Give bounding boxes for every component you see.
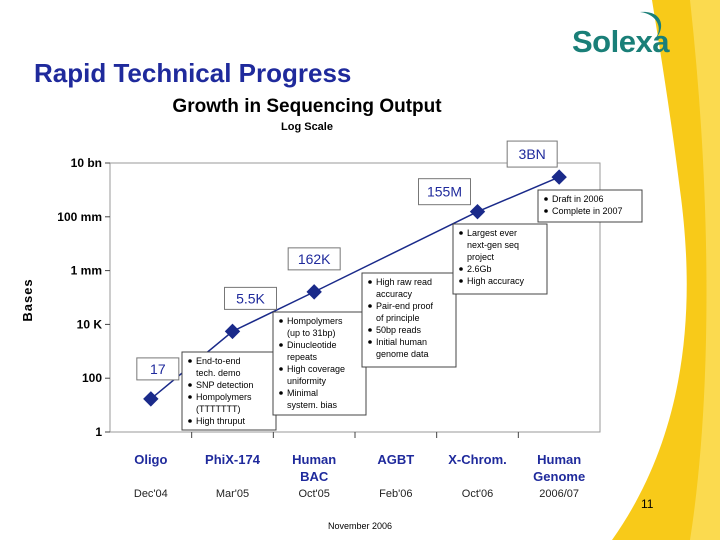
annotation-box-phix [181, 351, 277, 431]
data-label: 3BN [519, 146, 546, 162]
chart-title: Growth in Sequencing Output [172, 96, 442, 117]
yellow-decor-shape [612, 0, 720, 540]
data-point-marker [224, 323, 241, 340]
annotation-box-genome [537, 189, 643, 223]
data-label: 155M [427, 184, 462, 200]
bullet-icon [188, 395, 192, 399]
x-category-label: BAC [300, 469, 329, 484]
annotation-text: Draft in 2006 [552, 194, 604, 204]
annotation-box-bac [272, 311, 367, 416]
annotation-text: Hompolymers [287, 316, 343, 326]
annotation-box-agbt [361, 272, 457, 368]
annotation-text: 2.6Gb [467, 264, 492, 274]
y-tick-label: 1 mm [71, 264, 102, 278]
y-tick-label: 10 bn [71, 156, 102, 170]
annotation-text: 50bp reads [376, 325, 422, 335]
bullet-icon [279, 343, 283, 347]
bullet-icon [459, 231, 463, 235]
data-point-marker [306, 284, 322, 300]
y-axis-label: Bases [20, 278, 35, 321]
annotation-text: of principle [376, 313, 420, 323]
data-label-box [506, 140, 558, 168]
annotation-text: High raw read [376, 277, 432, 287]
x-date-label: Feb'06 [379, 488, 412, 500]
data-label: 17 [150, 361, 166, 377]
annotation-text: genome data [376, 349, 429, 359]
annotation-text: High coverage [287, 364, 345, 374]
annotation-text: project [467, 252, 495, 262]
data-point-marker [551, 169, 567, 185]
x-date-label: Oct'05 [298, 488, 329, 500]
annotation-text: Hompolymers [196, 392, 252, 402]
x-category-label: Oligo [134, 452, 167, 467]
annotation-text: Pair-end proof [376, 301, 434, 311]
annotation-text: High thruput [196, 416, 246, 426]
company-logo: Solexa [572, 24, 669, 59]
data-point-marker [143, 391, 159, 407]
data-label-box [224, 286, 277, 310]
annotation-text: next-gen seq [467, 240, 519, 250]
logo-swoosh-icon [640, 11, 662, 40]
footer-date: November 2006 [327, 521, 393, 531]
y-tick-label: 10 K [77, 317, 103, 331]
x-date-label: 2006/07 [539, 488, 579, 500]
annotation-text: uniformity [287, 376, 327, 386]
x-category-label: AGBT [377, 452, 414, 467]
annotation-text: Minimal [287, 388, 318, 398]
yellow-decor-highlight [690, 0, 720, 540]
bullet-icon [279, 319, 283, 323]
bullet-icon [459, 267, 463, 271]
y-tick-label: 100 [82, 371, 102, 385]
annotation-text: High accuracy [467, 276, 525, 286]
annotation-text: (TTTTTTT) [196, 404, 240, 414]
bullet-icon [368, 328, 372, 332]
bullet-icon [368, 280, 372, 284]
bullet-icon [544, 209, 548, 213]
x-date-label: Oct'06 [462, 488, 493, 500]
x-category-label: Genome [533, 469, 585, 484]
annotation-text: accuracy [376, 289, 413, 299]
annotation-text: End-to-end [196, 356, 241, 366]
y-tick-label: 1 [95, 425, 102, 439]
bullet-icon [279, 391, 283, 395]
x-category-label: Human [537, 452, 581, 467]
data-label: 162K [298, 251, 331, 267]
annotation-text: system. bias [287, 400, 338, 410]
bullet-icon [279, 367, 283, 371]
annotation-text: repeats [287, 352, 318, 362]
x-category-label: X-Chrom. [448, 452, 507, 467]
y-tick-label: 100 mm [57, 210, 102, 224]
data-label: 5.5K [236, 290, 265, 306]
bullet-icon [188, 419, 192, 423]
data-label-box [418, 178, 471, 206]
annotation-text: tech. demo [196, 368, 241, 378]
page-number: 11 [641, 497, 654, 511]
annotation-box-xchrom [452, 223, 548, 295]
annotation-text: (up to 31bp) [287, 328, 336, 338]
annotation-text: Complete in 2007 [552, 206, 623, 216]
x-category-label: Human [292, 452, 336, 467]
bullet-icon [544, 197, 548, 201]
data-label-box [136, 357, 180, 381]
bullet-icon [368, 304, 372, 308]
bullet-icon [459, 279, 463, 283]
annotation-text: Dinucleotide [287, 340, 337, 350]
x-category-label: PhiX-174 [205, 452, 261, 467]
bullet-icon [188, 383, 192, 387]
data-label-box [287, 247, 341, 271]
slide-title: Rapid Technical Progress [34, 58, 352, 88]
chart-subtitle: Log Scale [281, 121, 333, 133]
annotation-text: Largest ever [467, 228, 517, 238]
annotation-text: Initial human [376, 337, 427, 347]
bullet-icon [368, 340, 372, 344]
annotation-text: SNP detection [196, 380, 253, 390]
x-date-label: Mar'05 [216, 488, 249, 500]
x-date-label: Dec'04 [134, 488, 168, 500]
data-point-marker [469, 203, 486, 220]
bullet-icon [188, 359, 192, 363]
